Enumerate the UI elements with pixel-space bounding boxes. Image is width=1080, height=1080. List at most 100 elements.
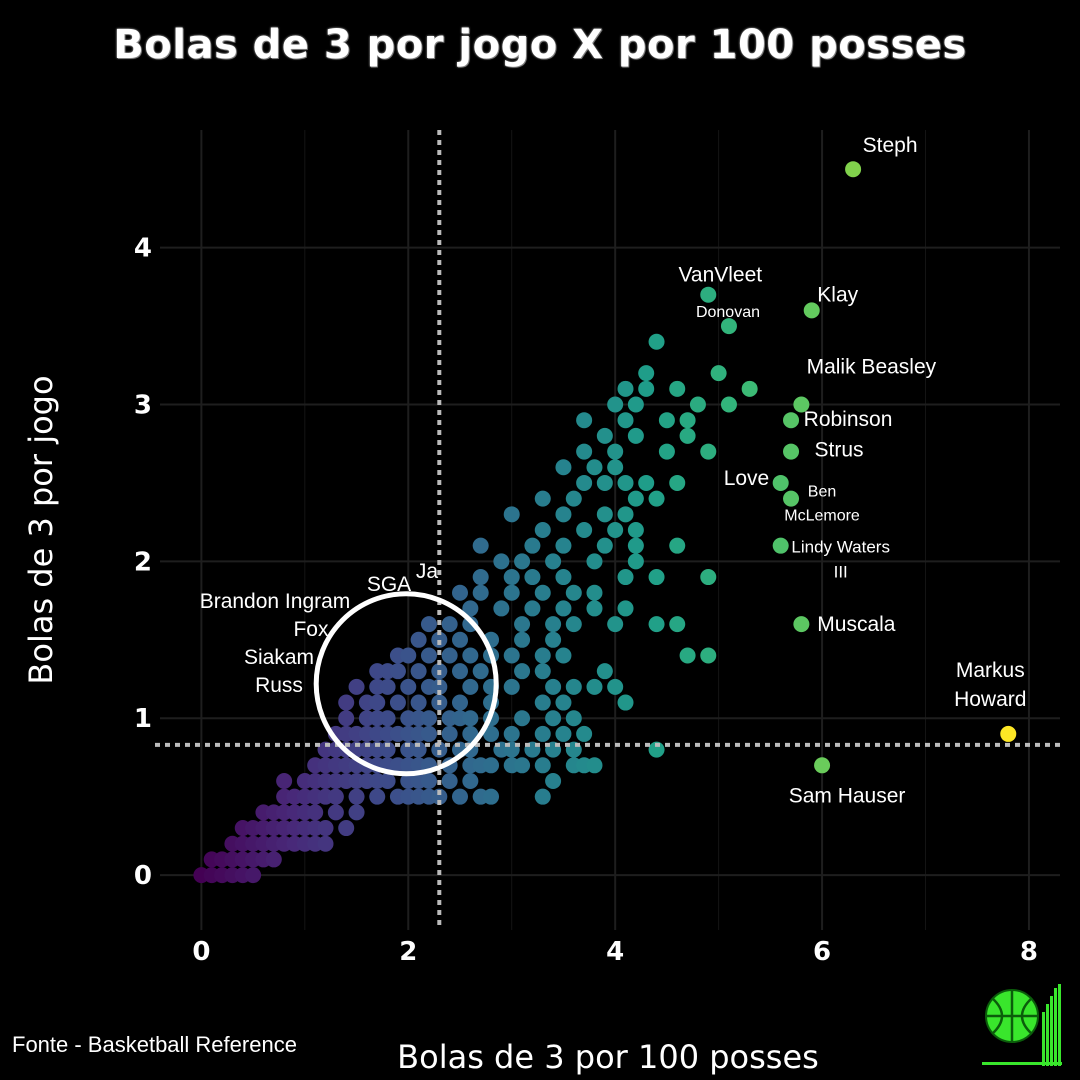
x-tick-label: 4 <box>606 937 624 967</box>
circle-label: Brandon Ingram <box>200 590 351 613</box>
scatter-point <box>658 443 675 460</box>
scatter-point <box>327 804 344 821</box>
scatter-point <box>462 710 479 727</box>
highlight-circle <box>313 591 499 777</box>
labeled-point <box>783 490 800 507</box>
labeled-point <box>814 757 831 774</box>
scatter-point <box>245 867 262 884</box>
scatter-point <box>483 725 500 742</box>
scatter-point <box>534 694 551 711</box>
scatter-point <box>648 741 665 758</box>
y-tick-label: 3 <box>134 391 152 421</box>
scatter-point <box>638 474 655 491</box>
point-label-line: McLemore <box>784 508 860 525</box>
point-label-line: III <box>834 563 848 582</box>
scatter-point <box>503 506 520 523</box>
scatter-point <box>607 443 624 460</box>
labeled-point <box>803 302 820 319</box>
scatter-point <box>669 537 686 554</box>
scatter-point <box>348 804 365 821</box>
scatter-point <box>545 678 562 695</box>
scatter-point <box>617 380 634 397</box>
scatter-point <box>452 694 468 711</box>
scatter-point <box>307 804 324 821</box>
scatter-point <box>586 678 603 695</box>
scatter-point <box>410 694 427 711</box>
scatter-points <box>193 161 1017 884</box>
point-labels: Steph VanVleet Klay Donovan Malik Beasley Rob… <box>200 134 1027 807</box>
scatter-point <box>524 537 541 554</box>
scatter-point <box>514 616 531 633</box>
scatter-point <box>596 537 613 554</box>
scatter-point <box>534 647 551 664</box>
scatter-point <box>452 788 468 805</box>
scatter-point <box>534 757 551 774</box>
scatter-point <box>627 396 644 413</box>
scatter-point <box>576 412 593 429</box>
scatter-point <box>555 506 572 523</box>
scatter-point <box>607 459 624 476</box>
scatter-point <box>431 788 448 805</box>
scatter-point <box>514 553 531 570</box>
scatter-point <box>472 537 489 554</box>
scatter-point <box>389 663 406 680</box>
scatter-point <box>534 788 551 805</box>
scatter-point <box>503 678 520 695</box>
scatter-point <box>389 694 406 711</box>
scatter-point <box>700 569 717 586</box>
scatter-point <box>596 663 613 680</box>
scatter-point <box>441 616 458 633</box>
point-label: Klay <box>817 283 858 306</box>
scatter-point <box>317 835 334 852</box>
point-label: Ben McLemore <box>784 484 860 525</box>
scatter-point <box>576 522 593 538</box>
scatter-point <box>265 851 282 868</box>
scatter-point <box>710 365 727 382</box>
scatter-point <box>617 474 634 491</box>
scatter-point <box>462 678 479 695</box>
scatter-point <box>545 631 562 648</box>
circle-label: Ja <box>416 560 439 583</box>
circle-label: SGA <box>367 573 411 596</box>
scatter-point <box>514 710 531 727</box>
labeled-point <box>793 396 810 413</box>
scatter-point <box>327 788 344 805</box>
scatter-point <box>679 412 696 429</box>
scatter-point <box>420 772 437 789</box>
labeled-point <box>772 474 789 491</box>
point-label: Malik Beasley <box>807 356 937 379</box>
point-label: Markus Howard <box>954 659 1026 711</box>
source-note: Fonte - Basketball Reference <box>12 1032 297 1057</box>
scatter-point <box>348 678 365 695</box>
scatter-point <box>586 459 603 476</box>
scatter-point <box>576 443 593 460</box>
scatter-point <box>555 725 572 742</box>
scatter-point <box>462 600 479 617</box>
scatter-point <box>524 600 541 617</box>
scatter-point <box>493 553 510 570</box>
labeled-point <box>845 161 862 178</box>
axis-ticks: 0 2 4 6 8 0 1 2 3 4 <box>134 234 1038 967</box>
scatter-point <box>689 396 706 413</box>
scatter-point <box>462 772 479 789</box>
point-label: Sam Hauser <box>789 784 906 807</box>
scatter-point <box>679 647 696 664</box>
scatter-point <box>679 427 696 444</box>
scatter-point <box>617 600 634 617</box>
scatter-point <box>586 584 603 601</box>
scatter-point <box>338 820 355 837</box>
scatter-point <box>452 663 468 680</box>
scatter-point <box>565 490 582 507</box>
scatter-point <box>276 772 293 789</box>
scatter-point <box>545 710 562 727</box>
scatter-point <box>441 725 458 742</box>
labeled-point <box>700 286 717 303</box>
scatter-point <box>586 553 603 570</box>
y-tick-label: 0 <box>134 861 152 891</box>
scatter-point <box>369 788 386 805</box>
scatter-point <box>555 569 572 586</box>
scatter-point <box>617 412 634 429</box>
scatter-point <box>700 647 717 664</box>
point-label-line: Markus <box>956 659 1025 682</box>
scatter-point <box>627 537 644 554</box>
